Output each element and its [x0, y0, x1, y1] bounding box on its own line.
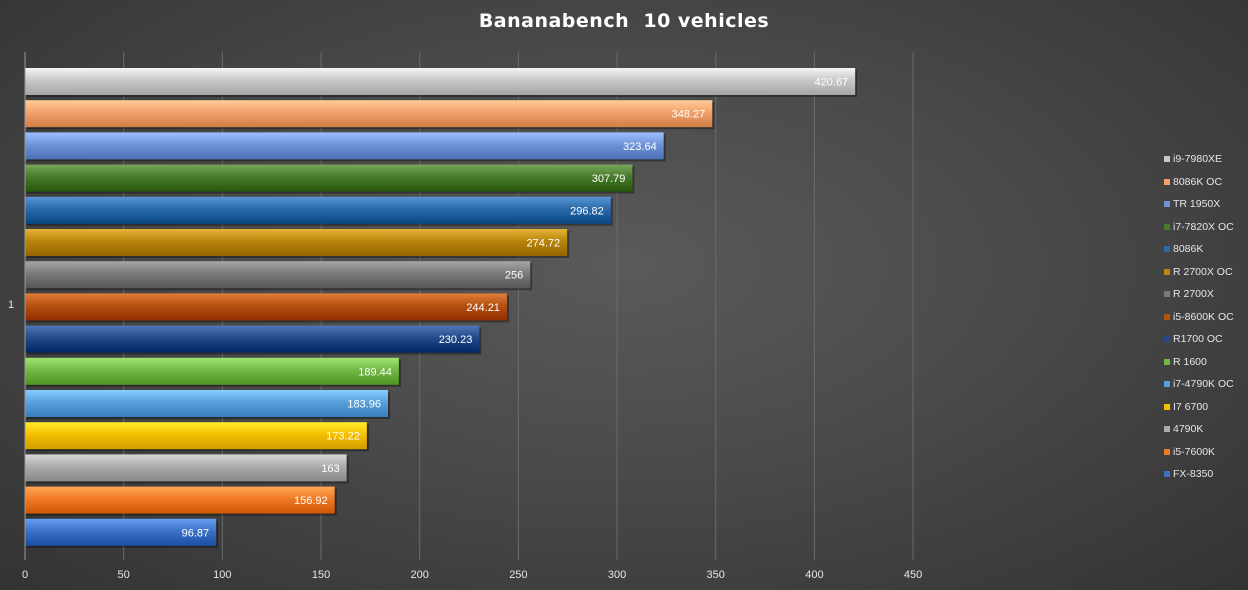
- legend-swatch: [1164, 178, 1170, 185]
- legend-swatch: [1164, 246, 1170, 253]
- x-tick-label: 0: [22, 569, 28, 581]
- legend-label: i5-7600K: [1173, 445, 1216, 458]
- legend-swatch: [1164, 313, 1170, 320]
- legend-item: FX-8350: [1164, 463, 1234, 486]
- legend-item: TR 1950X: [1164, 193, 1234, 216]
- legend-item: 4790K: [1164, 418, 1234, 441]
- legend-label: 8086K: [1173, 243, 1204, 256]
- bar-i7-7820x-oc: [25, 164, 633, 192]
- bar-value-label: 96.87: [182, 527, 210, 539]
- bar-value-label: 173.22: [326, 431, 360, 443]
- legend-label: R 2700X OC: [1173, 265, 1233, 278]
- bar-value-label: 256: [505, 270, 523, 282]
- legend-label: I7 6700: [1173, 400, 1209, 413]
- legend-label: i5-8600K OC: [1173, 310, 1234, 323]
- legend-item: i5-7600K: [1164, 441, 1234, 464]
- x-tick-label: 350: [707, 569, 725, 581]
- legend-item: I7 6700: [1164, 396, 1234, 419]
- bar-value-label: 323.64: [623, 141, 657, 153]
- bar-value-label: 420.67: [815, 77, 849, 89]
- bar-8086k-oc: [25, 100, 713, 128]
- bar-value-label: 274.72: [527, 238, 561, 250]
- legend-label: i7-4790K OC: [1173, 378, 1234, 391]
- legend-label: TR 1950X: [1173, 198, 1221, 211]
- bar-i7-6700: [25, 422, 367, 450]
- x-tick-label: 150: [312, 569, 330, 581]
- legend-item: R 1600: [1164, 351, 1234, 374]
- bar-value-label: 296.82: [570, 205, 604, 217]
- category-label: 1: [8, 299, 14, 311]
- bar-r-2700x: [25, 261, 531, 289]
- legend-label: R1700 OC: [1173, 333, 1223, 346]
- legend-item: i9-7980XE: [1164, 148, 1234, 171]
- legend-item: i7-4790K OC: [1164, 373, 1234, 396]
- legend-label: R 1600: [1173, 355, 1207, 368]
- legend-swatch: [1164, 336, 1170, 343]
- x-tick-label: 50: [118, 569, 130, 581]
- bar-value-label: 183.96: [347, 399, 381, 411]
- bar-i9-7980xe: [25, 68, 856, 95]
- legend-swatch: [1164, 156, 1170, 163]
- legend-swatch: [1164, 201, 1170, 208]
- legend-swatch: [1164, 403, 1170, 410]
- x-tick-label: 400: [805, 569, 823, 581]
- x-tick-label: 250: [509, 569, 527, 581]
- bar-value-label: 156.92: [294, 495, 328, 507]
- legend-item: R1700 OC: [1164, 328, 1234, 351]
- legend-swatch: [1164, 223, 1170, 230]
- legend-label: FX-8350: [1173, 468, 1214, 481]
- bar-value-label: 163: [321, 463, 339, 475]
- legend-swatch: [1164, 471, 1170, 478]
- legend-item: 8086K OC: [1164, 171, 1234, 194]
- legend-label: R 2700X: [1173, 288, 1214, 301]
- bar-value-label: 244.21: [466, 302, 500, 314]
- x-tick-label: 100: [213, 569, 231, 581]
- x-tick-label: 200: [411, 569, 429, 581]
- bar-8086k: [25, 196, 611, 224]
- legend-swatch: [1164, 448, 1170, 455]
- legend-item: R 2700X: [1164, 283, 1234, 306]
- legend-item: i5-8600K OC: [1164, 306, 1234, 329]
- legend-item: 8086K: [1164, 238, 1234, 261]
- x-tick-label: 450: [904, 569, 922, 581]
- legend-item: R 2700X OC: [1164, 261, 1234, 284]
- bar-4790k: [25, 454, 347, 482]
- bar-value-label: 189.44: [358, 366, 392, 378]
- legend-swatch: [1164, 381, 1170, 388]
- legend-label: 8086K OC: [1173, 175, 1223, 188]
- legend-label: i9-7980XE: [1173, 153, 1223, 166]
- bar-r-2700x-oc: [25, 229, 568, 256]
- legend-label: 4790K: [1173, 423, 1204, 436]
- bar-i7-4790k-oc: [25, 390, 389, 417]
- chart-title: Bananabench 10 vehicles: [478, 10, 770, 32]
- legend-item: i7-7820X OC: [1164, 216, 1234, 239]
- legend-swatch: [1164, 291, 1170, 298]
- legend-label: i7-7820X OC: [1173, 220, 1234, 233]
- bar-i5-8600k-oc: [25, 293, 507, 321]
- legend-swatch: [1164, 358, 1170, 365]
- chart-legend: i9-7980XE 8086K OC TR 1950X i7-7820X OC 8086…: [1164, 148, 1234, 486]
- bar-value-label: 230.23: [439, 334, 473, 346]
- bar-r1700-oc: [25, 325, 480, 353]
- bar-tr-1950x: [25, 132, 664, 160]
- bar-fx-8350: [25, 518, 217, 546]
- x-tick-label: 300: [608, 569, 626, 581]
- bar-value-label: 307.79: [592, 173, 626, 185]
- bar-value-label: 348.27: [672, 109, 706, 121]
- bar-i5-7600k: [25, 486, 335, 514]
- legend-swatch: [1164, 426, 1170, 433]
- legend-swatch: [1164, 268, 1170, 275]
- bar-r-1600: [25, 357, 399, 385]
